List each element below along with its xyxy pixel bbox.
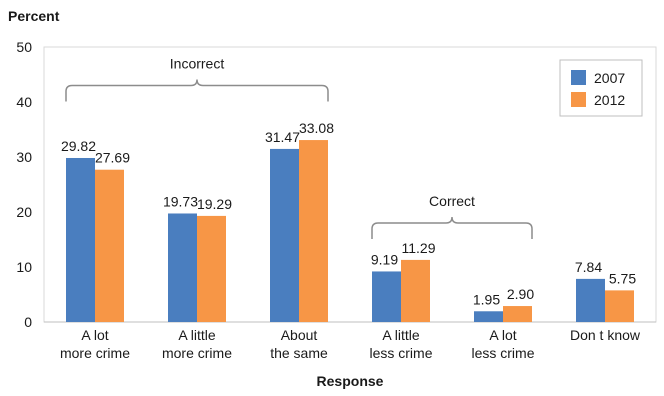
annotation-label: Incorrect [170,56,225,72]
data-label: 5.75 [609,270,636,286]
x-tick-label: A little less crime [369,327,432,361]
x-tick-label: About the same [270,327,328,361]
bar-2012 [605,290,634,322]
x-tick-label: Don t know [570,327,641,343]
x-tick-label: A lot less crime [471,327,534,361]
y-tick-label: 30 [16,149,32,165]
data-label: 19.73 [163,193,198,209]
legend-label: 2012 [594,92,625,108]
y-tick-label: 10 [16,259,32,275]
annotation-label: Correct [429,193,475,209]
data-label: 1.95 [473,291,500,307]
data-label: 33.08 [299,120,334,136]
x-tick-label: A lot more crime [60,327,130,361]
bar-2007 [270,148,299,322]
bar-2012 [95,169,124,322]
y-tick-label: 50 [16,39,32,55]
bar-2012 [299,140,328,322]
bar-2007 [168,213,197,322]
bar-2007 [474,311,503,322]
bar-2012 [197,215,226,322]
legend-swatch [571,70,586,85]
annotation-bracket [371,216,533,239]
data-label: 11.29 [402,240,436,256]
y-tick-label: 20 [16,204,32,220]
annotation-brackets: Incorrect Correct [65,56,533,239]
bar-2007 [576,278,605,322]
data-label: 7.84 [575,259,602,275]
y-axis-ticks: 0 10 20 30 40 50 [16,39,32,330]
data-labels: 29.82 19.73 31.47 9.19 1.95 7.84 27.69 19.29 33.… [61,120,636,307]
data-label: 2.90 [507,286,534,302]
legend: 2007 2012 [559,59,643,117]
data-label: 9.19 [371,251,398,267]
data-label: 27.69 [95,150,130,166]
legend-swatch [571,92,586,107]
data-label: 29.82 [61,138,96,154]
annotation-bracket [65,79,329,102]
y-axis-title: Percent [8,8,60,24]
bars [66,140,634,322]
bar-2007 [66,157,95,322]
legend-label: 2007 [594,70,625,86]
x-axis-title: Response [317,373,384,389]
data-label: 31.47 [265,129,300,145]
y-tick-label: 0 [24,314,32,330]
y-tick-label: 40 [16,94,32,110]
x-axis-ticks: A lot more crime A little more crime About th… [60,327,641,361]
bar-2012 [401,259,430,322]
x-tick-label: A little more crime [162,327,232,361]
bar-2012 [503,306,532,322]
data-label: 19.29 [197,196,232,212]
bar-2007 [372,271,401,322]
